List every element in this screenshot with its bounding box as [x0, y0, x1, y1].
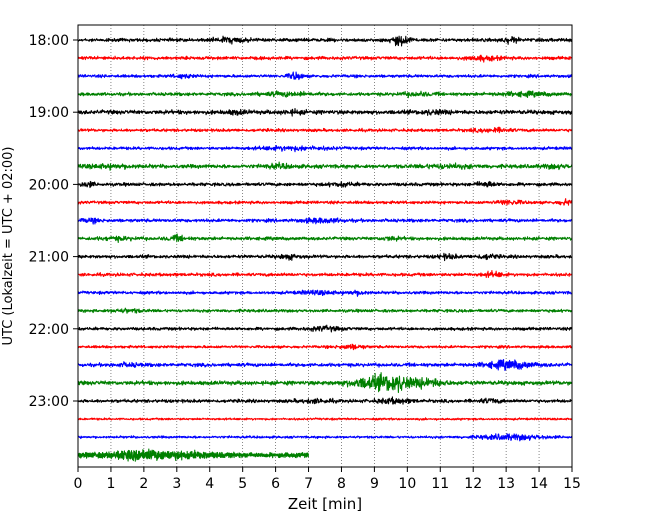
- trace-2345: [77, 448, 310, 462]
- y-tick-label: 23:00: [29, 394, 69, 410]
- y-tick-label: 18:00: [29, 33, 69, 49]
- trace-2000: [77, 180, 573, 189]
- x-tick-label: 1: [106, 476, 115, 492]
- trace-1945: [77, 161, 573, 171]
- x-tick-label: 13: [497, 476, 515, 492]
- x-tick-label: 15: [563, 476, 581, 492]
- trace-1845: [77, 90, 573, 99]
- trace-1915: [77, 126, 573, 134]
- trace-2145: [77, 307, 573, 314]
- x-tick-label: 2: [139, 476, 148, 492]
- x-tick-label: 6: [271, 476, 280, 492]
- x-tick-label: 5: [238, 476, 247, 492]
- trace-1800: [77, 35, 573, 47]
- trace-2045: [77, 233, 573, 243]
- x-axis-label: Zeit [min]: [288, 495, 362, 513]
- trace-1830: [77, 71, 573, 81]
- trace-2115: [77, 270, 573, 278]
- x-tick-label: 4: [205, 476, 214, 492]
- y-tick-label: 20:00: [29, 177, 69, 193]
- x-ticks: 0 1 2 3 4 5 6 7 8 9 10 11 12 13 14 15: [74, 467, 581, 492]
- trace-2230: [77, 358, 573, 372]
- trace-1900: [77, 108, 573, 117]
- trace-2130: [77, 289, 573, 297]
- trace-2015: [77, 198, 573, 206]
- x-tick-label: 14: [530, 476, 548, 492]
- y-tick-label: 19:00: [29, 105, 69, 121]
- x-tick-label: 7: [304, 476, 313, 492]
- trace-2215: [77, 343, 573, 351]
- traces: [77, 35, 573, 462]
- x-tick-label: 9: [370, 476, 379, 492]
- trace-2245: [77, 372, 573, 394]
- trace-2200: [77, 324, 573, 333]
- trace-2100: [77, 252, 573, 262]
- x-tick-label: 12: [464, 476, 482, 492]
- y-ticks: 18:00 19:00 20:00 21:00 22:00 23:00: [29, 33, 78, 410]
- x-tick-label: 10: [398, 476, 416, 492]
- y-tick-label: 22:00: [29, 322, 69, 338]
- trace-1930: [77, 144, 573, 153]
- y-axis-label: UTC (Lokalzeit = UTC + 02:00): [1, 147, 16, 346]
- x-tick-label: 8: [337, 476, 346, 492]
- trace-2300: [77, 396, 573, 405]
- trace-1815: [77, 54, 573, 63]
- x-tick-label: 11: [431, 476, 449, 492]
- x-tick-label: 0: [74, 476, 83, 492]
- x-tick-label: 3: [172, 476, 181, 492]
- plot-frame: [77, 24, 573, 468]
- y-tick-label: 21:00: [29, 250, 69, 266]
- trace-2315: [77, 417, 573, 421]
- trace-2330: [77, 433, 573, 442]
- trace-2030: [77, 217, 573, 225]
